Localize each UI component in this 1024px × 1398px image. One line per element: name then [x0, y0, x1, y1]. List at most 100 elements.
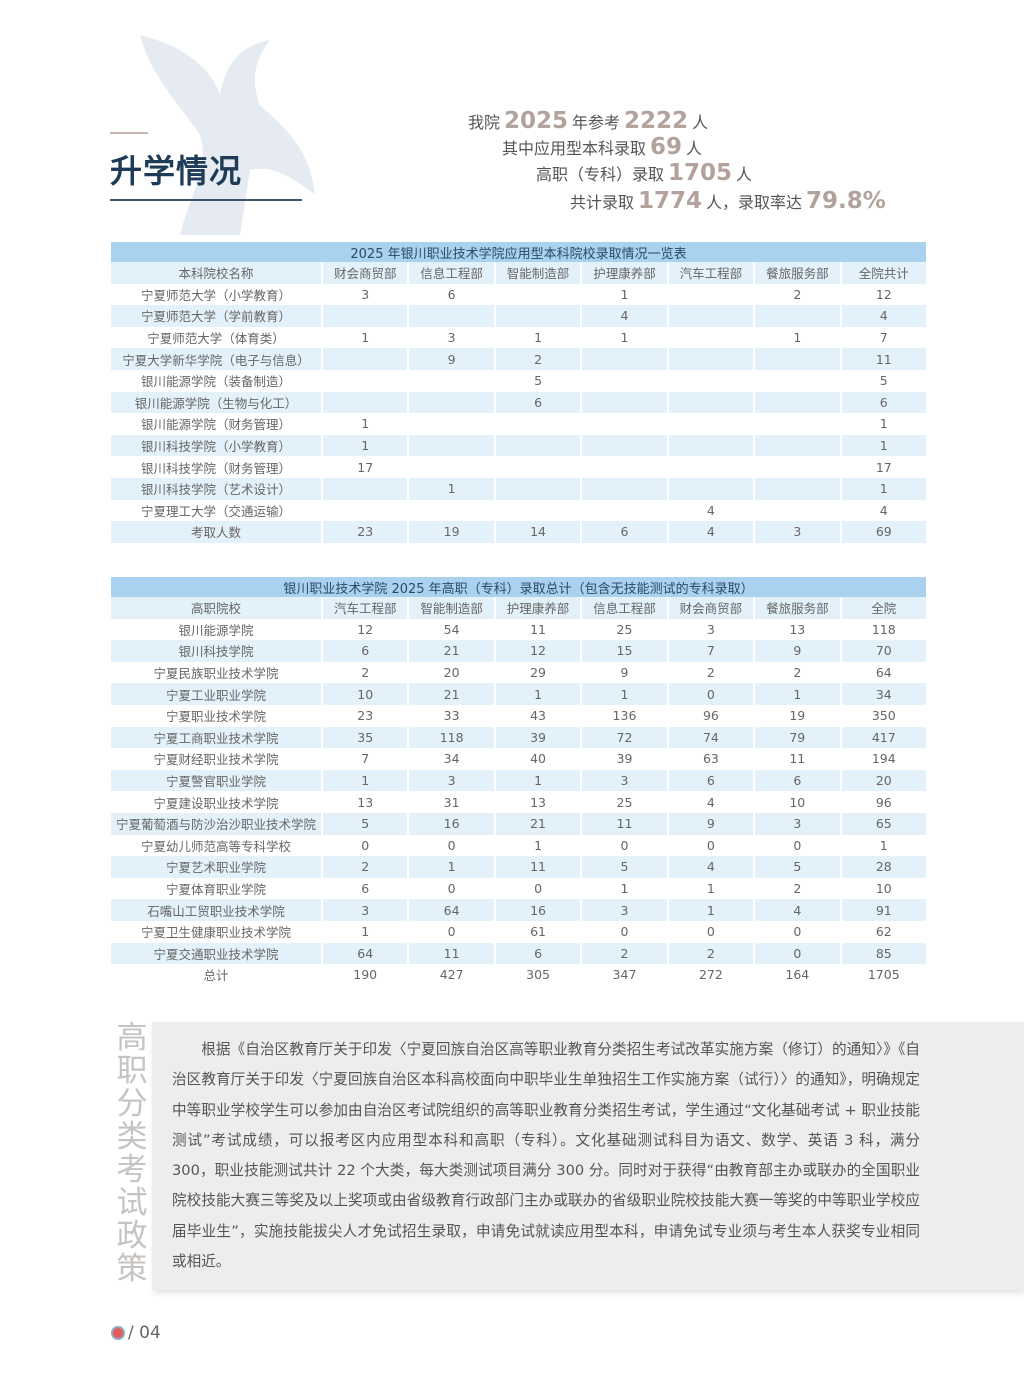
- page-number: / 04: [128, 1323, 161, 1343]
- table-cell: [408, 391, 496, 414]
- table-cell: [494, 456, 583, 478]
- stat-text: 高职（专科）录取: [536, 165, 665, 184]
- row-label: 宁夏卫生健康职业技术学院: [111, 920, 323, 943]
- stat-number: 1774: [638, 188, 703, 214]
- table-cell: 6: [408, 283, 496, 306]
- page-footer: / 04: [111, 1323, 161, 1343]
- table-caption: 2025 年银川职业技术学院应用型本科院校录取情况一览表: [111, 242, 928, 262]
- table-row: 宁夏交通职业技术学院 64 11 6 2 2 0 85: [111, 942, 929, 965]
- table-cell: 3: [408, 769, 496, 792]
- table-row: 银川能源学院（装备制造） 5 5: [111, 369, 929, 392]
- vocational-admission-table: 银川职业技术学院 2025 年高职（专科）录取总计（包含无技能测试的专科录取）高…: [111, 577, 929, 986]
- table-caption: 银川职业技术学院 2025 年高职（专科）录取总计（包含无技能测试的专科录取）: [111, 577, 928, 597]
- phoenix-watermark-icon: [140, 35, 315, 235]
- table-cell: [408, 369, 496, 392]
- table-cell: 5: [494, 369, 583, 392]
- table-cell: 19: [754, 704, 842, 727]
- table-cell: 4: [840, 305, 929, 327]
- row-label: 宁夏体育职业学院: [111, 877, 323, 900]
- table-cell: 28: [840, 856, 929, 878]
- table-cell: 1705: [840, 964, 929, 986]
- table-cell: [754, 434, 842, 457]
- table-cell: 69: [840, 521, 929, 543]
- table-cell: [667, 456, 756, 478]
- table-cell: 4: [581, 305, 669, 327]
- table-header-row: 本科院校名称 财会商贸部 信息工程部 智能制造部 护理康养部 汽车工程部 餐旅服务部 全院共计: [111, 262, 929, 284]
- table-row: 宁夏民族职业技术学院 2 20 29 9 2 2 64: [111, 661, 929, 684]
- table-cell: 1: [667, 899, 756, 921]
- table-row: 宁夏职业技术学院 23 33 43 136 96 19 350: [111, 704, 929, 727]
- table-cell: 427: [408, 964, 496, 986]
- column-header: 智能制造部: [494, 262, 583, 284]
- table-cell: 54: [408, 618, 496, 641]
- table-cell: [408, 413, 496, 435]
- table-cell: [581, 456, 669, 478]
- table-cell: 72: [581, 726, 669, 749]
- table-cell: 9: [581, 661, 669, 684]
- table-cell: 5: [840, 369, 929, 392]
- table-row: 宁夏葡萄酒与防沙治沙职业技术学院 5 16 21 11 9 3 65: [111, 812, 929, 835]
- table-row: 宁夏财经职业技术学院 7 34 40 39 63 11 194: [111, 748, 929, 770]
- stat-text: 人: [692, 113, 709, 132]
- table-cell: 7: [322, 748, 410, 770]
- column-header: 汽车工程部: [667, 262, 756, 284]
- table-cell: 1: [494, 683, 583, 705]
- table-cell: 272: [667, 964, 756, 986]
- row-label: 宁夏工商职业技术学院: [111, 726, 323, 749]
- table-cell: 91: [840, 899, 929, 921]
- table-cell: 39: [494, 726, 583, 749]
- table-cell: 21: [408, 640, 496, 662]
- table-cell: [581, 413, 669, 435]
- table-cell: 0: [667, 834, 756, 857]
- table-row: 考取人数 23 19 14 6 4 3 69: [111, 521, 929, 543]
- stat-number: 2222: [624, 108, 689, 134]
- table-cell: 35: [322, 726, 410, 749]
- table-cell: [581, 499, 669, 522]
- table-cell: 2: [322, 661, 410, 684]
- table-cell: 7: [667, 640, 756, 662]
- table-cell: 6: [581, 521, 669, 543]
- table-row: 宁夏体育职业学院 6 0 0 1 1 2 10: [111, 877, 929, 900]
- table-cell: 4: [667, 521, 756, 543]
- table-row: 宁夏卫生健康职业技术学院 1 0 61 0 0 0 62: [111, 920, 929, 943]
- table-cell: 1: [840, 413, 929, 435]
- table-cell: 0: [667, 920, 756, 943]
- accent-line: [110, 132, 148, 134]
- table-cell: [754, 348, 842, 370]
- table-cell: 6: [667, 769, 756, 792]
- table-cell: 43: [494, 704, 583, 727]
- table-cell: 1: [581, 683, 669, 705]
- table-cell: 417: [840, 726, 929, 749]
- row-label: 宁夏工业职业学院: [111, 683, 323, 705]
- row-label: 宁夏警官职业学院: [111, 769, 323, 792]
- table-cell: 63: [667, 748, 756, 770]
- table-row: 总计 190 427 305 347 272 164 1705: [111, 964, 929, 986]
- table-cell: 5: [322, 812, 410, 835]
- table-cell: 1: [667, 877, 756, 900]
- table-cell: [754, 369, 842, 392]
- table-row: 宁夏工业职业学院 10 21 1 1 0 1 34: [111, 683, 929, 705]
- table-cell: 7: [840, 326, 929, 349]
- table-cell: 194: [840, 748, 929, 770]
- table-row: 石嘴山工贸职业技术学院 3 64 16 3 1 4 91: [111, 899, 929, 921]
- table-cell: [408, 434, 496, 457]
- stat-line-participants: 我院 2025 年参考 2222 人: [468, 108, 708, 134]
- column-header: 护理康养部: [581, 262, 669, 284]
- table-row: 宁夏警官职业学院 1 3 1 3 6 6 20: [111, 769, 929, 792]
- row-label: 宁夏民族职业技术学院: [111, 661, 323, 684]
- row-label: 宁夏财经职业技术学院: [111, 748, 323, 770]
- table-cell: 10: [322, 683, 410, 705]
- table-cell: 6: [322, 640, 410, 662]
- row-label: 宁夏理工大学（交通运输）: [111, 499, 323, 522]
- stat-number: 1705: [668, 160, 733, 186]
- table-cell: 11: [581, 812, 669, 835]
- table-cell: 1: [581, 877, 669, 900]
- table-cell: [494, 413, 583, 435]
- table-cell: 11: [754, 748, 842, 770]
- table-cell: 2: [754, 283, 842, 306]
- table-cell: 19: [408, 521, 496, 543]
- table-cell: 1: [754, 326, 842, 349]
- table-cell: [408, 456, 496, 478]
- policy-box: [152, 1022, 1024, 1290]
- table-cell: 3: [754, 812, 842, 835]
